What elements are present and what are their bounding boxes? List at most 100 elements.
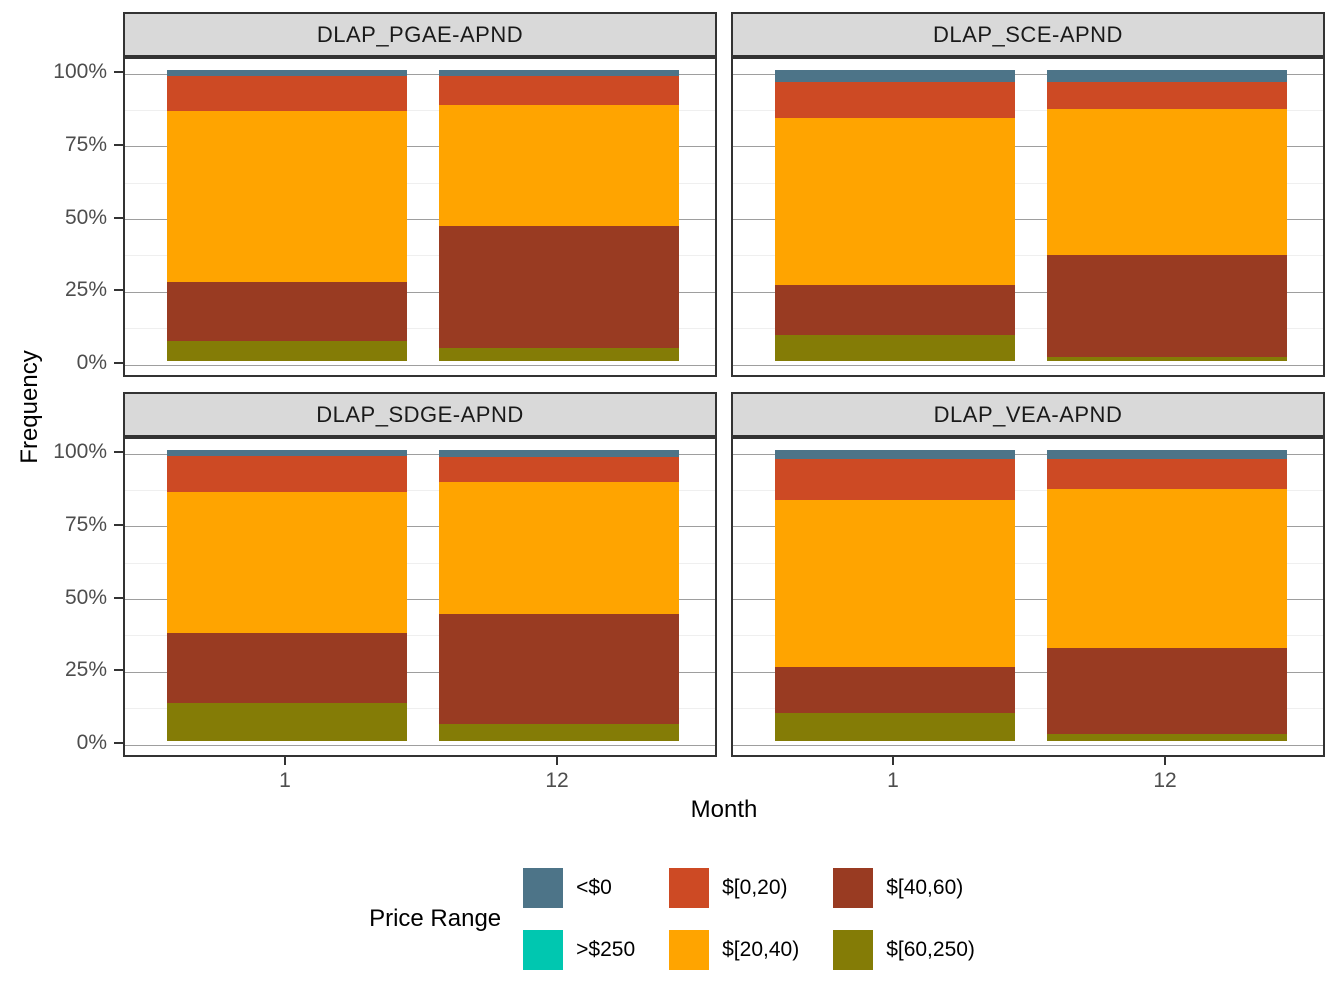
plot-panel — [123, 437, 717, 757]
gridline-major — [125, 291, 715, 293]
y-tick-label: 75% — [64, 132, 107, 156]
gridline-minor — [125, 562, 715, 564]
stacked-bar-month-12 — [439, 450, 679, 741]
bar-segment-020 — [167, 75, 407, 111]
bar-segment-60250 — [439, 723, 679, 741]
facet-strip: DLAP_PGAE-APND — [123, 12, 717, 57]
y-axis-tick — [114, 216, 123, 219]
facet-strip: DLAP_SDGE-APND — [123, 392, 717, 437]
bar-segment-2040 — [167, 110, 407, 283]
bar-segment-0 — [1047, 450, 1287, 459]
gridline-minor — [733, 489, 1323, 491]
y-axis-tick — [114, 596, 123, 599]
legend-item: >$250 — [523, 930, 635, 970]
legend-item: <$0 — [523, 868, 635, 908]
stacked-bar-month-1 — [775, 70, 1015, 361]
gridline-minor — [125, 489, 715, 491]
bar-segment-020 — [775, 81, 1015, 119]
gridline-major — [125, 599, 715, 600]
stacked-bar-month-12 — [439, 70, 679, 361]
legend-swatch-020 — [669, 868, 710, 908]
bar-segment-020 — [439, 75, 679, 105]
x-tick-label: 12 — [545, 769, 569, 792]
bar-segment-0 — [1047, 70, 1287, 82]
bar-segment-0 — [775, 70, 1015, 82]
gridline-minor — [125, 635, 715, 637]
legend-item: $[40,60) — [833, 868, 975, 908]
gridline-major — [733, 73, 1323, 75]
legend-keys: <$0 >$250 $[0,20) $[20,40) $[40,60) $[60,250) — [523, 868, 975, 970]
legend-item: $[20,40) — [669, 930, 799, 970]
gridline-minor — [125, 109, 715, 111]
gridline-minor — [733, 635, 1323, 637]
facet-panel: DLAP_SCE-APND — [731, 12, 1325, 377]
legend-label: $[40,60) — [886, 876, 964, 899]
bar-segment-020 — [439, 457, 679, 483]
facet-panel: DLAP_SDGE-APND 100% 75% 50% 25% 0% 1 12 — [53, 392, 717, 792]
y-tick-label: 50% — [64, 205, 107, 229]
bar-segment-4060 — [167, 633, 407, 704]
gridline-major — [733, 671, 1323, 673]
x-tick-label: 1 — [887, 769, 899, 792]
stacked-bar-month-12 — [1047, 450, 1287, 741]
bar-segment-2040 — [167, 492, 407, 634]
stacked-bar-month-1 — [167, 450, 407, 741]
facet-title: DLAP_SDGE-APND — [316, 401, 524, 427]
gridline-major — [125, 744, 715, 746]
y-axis-tick — [114, 143, 123, 146]
bar-segment-60250 — [775, 334, 1015, 361]
facet-strip: DLAP_VEA-APND — [731, 392, 1325, 437]
gridline-major — [125, 453, 715, 455]
bar-segment-020 — [775, 458, 1015, 500]
bar-segment-4060 — [775, 285, 1015, 335]
legend-label: <$0 — [576, 876, 612, 899]
bar-segment-60250 — [775, 713, 1015, 741]
gridline-major — [733, 291, 1323, 293]
bar-segment-0 — [439, 450, 679, 458]
gridline-major — [125, 146, 715, 148]
bar-segment-60250 — [439, 347, 679, 361]
x-tick-label: 1 — [279, 769, 291, 792]
bar-segment-60250 — [167, 340, 407, 361]
bar-segment-2040 — [1047, 109, 1287, 255]
legend: Price Range <$0 >$250 $[0,20) $[20,40) $[40,… — [0, 868, 1344, 970]
y-tick-label: 25% — [64, 278, 107, 302]
bar-segment-4060 — [439, 614, 679, 724]
bar-segment-60250 — [1047, 356, 1287, 361]
stacked-bar-month-1 — [167, 70, 407, 361]
bar-segment-2040 — [775, 118, 1015, 286]
bar-segment-0 — [439, 70, 679, 76]
plot-panel — [731, 437, 1325, 757]
stacked-bar-month-12 — [1047, 70, 1287, 361]
gridline-minor — [125, 708, 715, 710]
gridline-major — [125, 219, 715, 220]
facet-title: DLAP_VEA-APND — [933, 401, 1123, 427]
bar-segment-4060 — [167, 282, 407, 341]
legend-label: $[20,40) — [722, 938, 800, 961]
y-axis-tick — [114, 71, 123, 73]
gridline-major — [125, 526, 715, 528]
gridline-major — [125, 364, 715, 366]
bar-segment-4060 — [1047, 647, 1287, 734]
legend-swatch-0 — [523, 868, 564, 908]
x-tick-label: 12 — [1153, 769, 1177, 792]
y-axis-tick — [114, 451, 123, 453]
x-axis-title: Month — [690, 796, 758, 823]
gridline-major — [125, 73, 715, 75]
bar-segment-2040 — [1047, 489, 1287, 648]
gridline-minor — [733, 109, 1323, 111]
y-tick-label: 50% — [64, 585, 107, 609]
x-axis-tick — [892, 757, 894, 765]
gridline-major — [733, 599, 1323, 600]
gridline-minor — [125, 328, 715, 330]
facet-strip: DLAP_SCE-APND — [731, 12, 1325, 57]
y-tick-label: 0% — [76, 351, 107, 374]
bar-segment-60250 — [167, 703, 407, 741]
y-axis-tick — [114, 289, 123, 292]
y-axis-tick — [114, 523, 123, 526]
gridline-minor — [733, 708, 1323, 710]
bar-segment-020 — [167, 455, 407, 493]
y-tick-label: 25% — [64, 658, 107, 682]
bar-segment-0 — [775, 450, 1015, 459]
legend-swatch-250 — [523, 930, 564, 970]
